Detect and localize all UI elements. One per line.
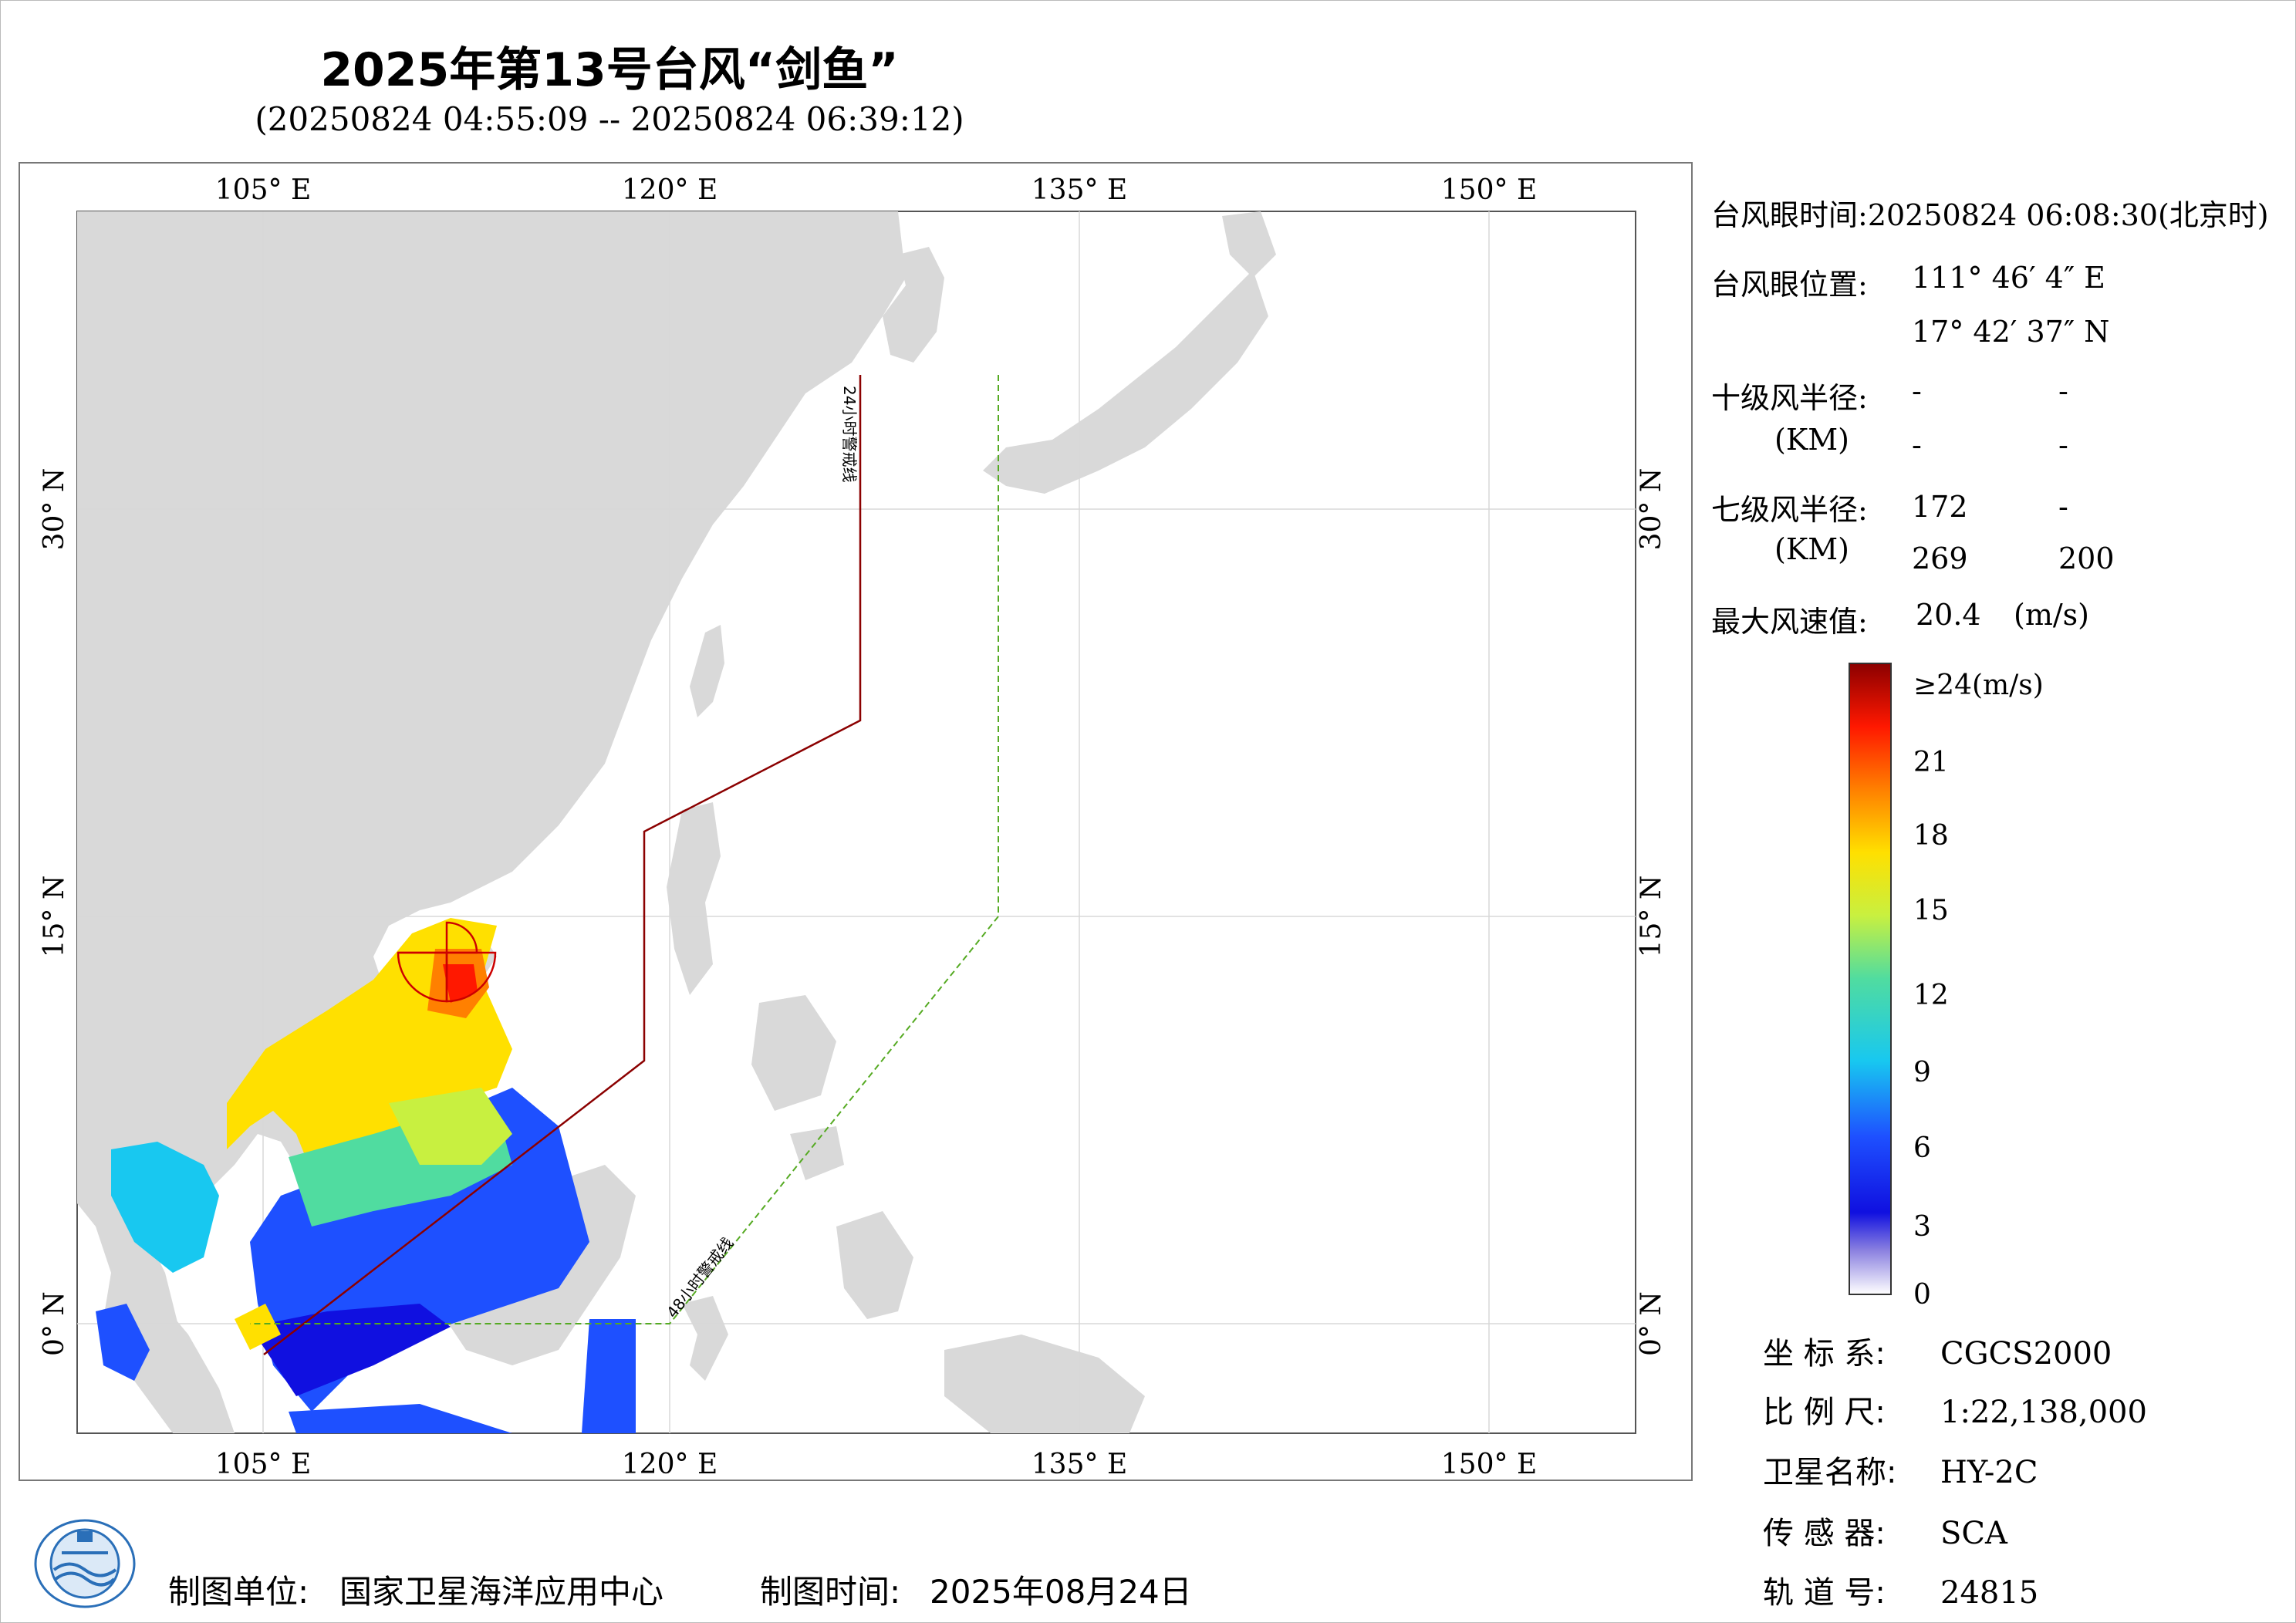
max-wind-label: 最大风速值:	[1711, 605, 1868, 639]
eye-time-value: 20250824 06:08:30(北京时)	[1867, 198, 2269, 232]
r10-value: -	[1912, 374, 1922, 408]
colorbar-label: 3	[1913, 1211, 1931, 1243]
sensor-value: SCA	[1940, 1516, 2007, 1551]
scale-value: 1:22,138,000	[1940, 1395, 2147, 1430]
colorbar-label: 6	[1913, 1132, 1931, 1164]
lon-tick-bottom: 150° E	[1441, 1449, 1537, 1480]
map-frame	[19, 162, 1693, 1481]
eye-lat-value: 17° 42′ 37″ N	[1912, 315, 2110, 349]
colorbar-label: 21	[1913, 747, 1949, 778]
colorbar-label: ≥24(m/s)	[1913, 670, 2044, 701]
lat-tick-left: 15° N	[39, 876, 70, 958]
wind-radius-se	[445, 951, 497, 1003]
lon-tick-top: 150° E	[1441, 174, 1537, 206]
lon-tick-top: 135° E	[1032, 174, 1127, 206]
eye-lon-value: 111° 46′ 4″ E	[1912, 261, 2105, 295]
lat-tick-right: 15° N	[1636, 876, 1667, 958]
eye-pos-label: 台风眼位置:	[1711, 268, 1868, 302]
lon-tick-bottom: 135° E	[1032, 1449, 1127, 1480]
orbit-row: 轨 道 号: 24815	[1763, 1567, 2038, 1612]
r7-value: 172	[1912, 490, 1968, 524]
lon-tick-bottom: 105° E	[215, 1449, 311, 1480]
lat-tick-left: 0° N	[39, 1291, 70, 1356]
colorbar-label: 15	[1913, 895, 1949, 926]
footer-time-value: 2025年08月24日	[930, 1573, 1192, 1611]
sensor-label: 传 感 器:	[1763, 1516, 1886, 1551]
scale-label: 比 例 尺:	[1763, 1395, 1886, 1430]
wind-radius-sw	[397, 951, 448, 1003]
typhoon-wind-map: 24小时警戒线 48小时警戒线 105° E 120° E 135° E 150…	[39, 174, 1667, 1480]
lon-tick-top: 105° E	[215, 174, 311, 206]
satellite-value: HY-2C	[1940, 1455, 2038, 1490]
map-title: 2025年第13号台风“剑鱼”	[320, 43, 899, 97]
footer-time-label: 制图时间:	[760, 1573, 901, 1611]
r7-value: 200	[2058, 542, 2115, 575]
scale-row: 比 例 尺: 1:22,138,000	[1763, 1387, 2147, 1432]
crs-value: CGCS2000	[1940, 1336, 2112, 1372]
r10-value: -	[2058, 428, 2068, 462]
nsoas-logo-icon	[34, 1519, 136, 1608]
footer-org-value: 国家卫星海洋应用中心	[339, 1573, 664, 1611]
footer-org-label: 制图单位:	[168, 1573, 309, 1611]
lat-tick-left: 30° N	[39, 468, 70, 551]
max-wind-unit: (m/s)	[2014, 598, 2089, 632]
sensor-row: 传 感 器: SCA	[1763, 1508, 2007, 1553]
satellite-row: 卫星名称: HY-2C	[1763, 1447, 2038, 1492]
r7-value: 269	[1912, 542, 1968, 575]
colorbar-label: 9	[1913, 1057, 1931, 1088]
r10-value: -	[2058, 374, 2068, 408]
r10-value: -	[1912, 428, 1922, 462]
map-subtitle: (20250824 04:55:09 -- 20250824 06:39:12)	[255, 100, 964, 138]
lat-tick-right: 0° N	[1636, 1291, 1667, 1356]
lat-tick-right: 30° N	[1636, 468, 1667, 551]
r10-unit: (KM)	[1774, 423, 1849, 457]
r7-label: 七级风半径:	[1711, 493, 1868, 527]
eye-time-row: 台风眼时间:20250824 06:08:30(北京时)	[1711, 191, 2269, 234]
orbit-label: 轨 道 号:	[1763, 1575, 1886, 1611]
lon-tick-top: 120° E	[622, 174, 718, 206]
r7-value: -	[2058, 490, 2068, 524]
orbit-value: 24815	[1940, 1575, 2039, 1611]
colorbar	[1849, 663, 1892, 1295]
warning-line-24h-label: 24小时警戒线	[840, 386, 859, 482]
r7-unit: (KM)	[1774, 532, 1849, 566]
lon-tick-bottom: 120° E	[622, 1449, 718, 1480]
crs-label: 坐 标 系:	[1763, 1336, 1886, 1372]
max-wind-value: 20.4	[1916, 598, 1981, 632]
eye-time-label: 台风眼时间:	[1711, 198, 1868, 232]
colorbar-label: 18	[1913, 820, 1949, 852]
colorbar-label: 0	[1913, 1279, 1931, 1311]
warning-line-24h	[263, 375, 862, 1355]
r10-label: 十级风半径:	[1711, 381, 1868, 415]
satellite-label: 卫星名称:	[1763, 1455, 1897, 1490]
crs-row: 坐 标 系: CGCS2000	[1763, 1328, 2112, 1373]
colorbar-label: 12	[1913, 980, 1949, 1011]
wind-radius-ne	[445, 921, 478, 954]
warning-line-48h	[250, 375, 999, 1324]
